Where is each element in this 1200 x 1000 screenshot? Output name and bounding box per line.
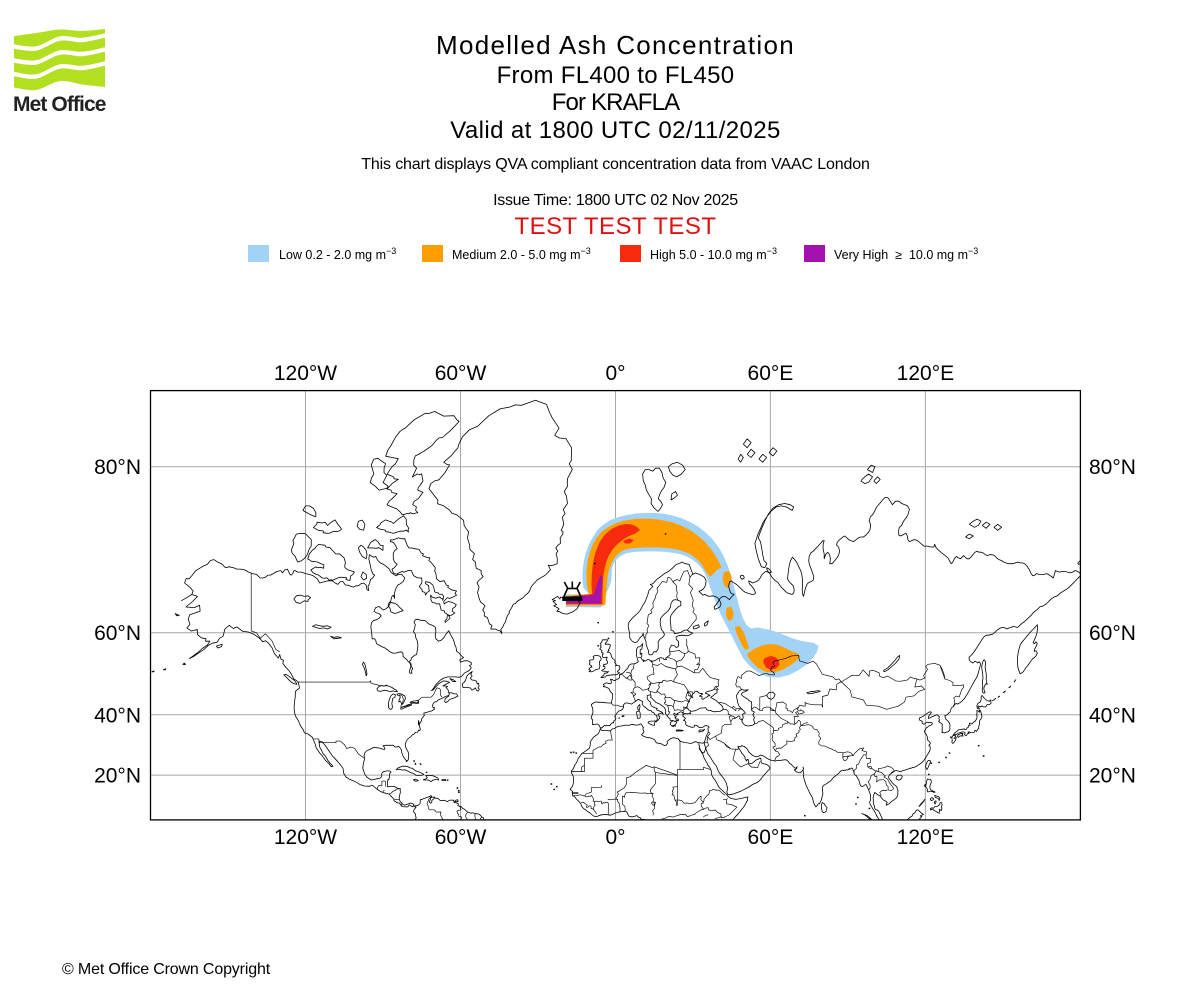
svg-text:120°W: 120°W [274,826,337,849]
svg-text:60°N: 60°N [94,622,141,645]
svg-text:80°N: 80°N [94,456,141,479]
svg-text:120°E: 120°E [897,362,954,385]
svg-text:60°E: 60°E [748,362,794,385]
svg-text:0°: 0° [605,362,625,385]
svg-text:120°E: 120°E [897,826,954,849]
svg-text:60°W: 60°W [435,826,487,849]
svg-text:20°N: 20°N [1089,765,1136,788]
svg-text:120°W: 120°W [274,362,337,385]
svg-text:80°N: 80°N [1089,456,1136,479]
svg-text:60°W: 60°W [435,362,487,385]
svg-text:40°N: 40°N [1089,704,1136,727]
svg-text:40°N: 40°N [94,704,141,727]
svg-text:0°: 0° [605,826,625,849]
svg-text:60°N: 60°N [1089,622,1136,645]
svg-text:20°N: 20°N [94,765,141,788]
svg-text:60°E: 60°E [748,826,794,849]
